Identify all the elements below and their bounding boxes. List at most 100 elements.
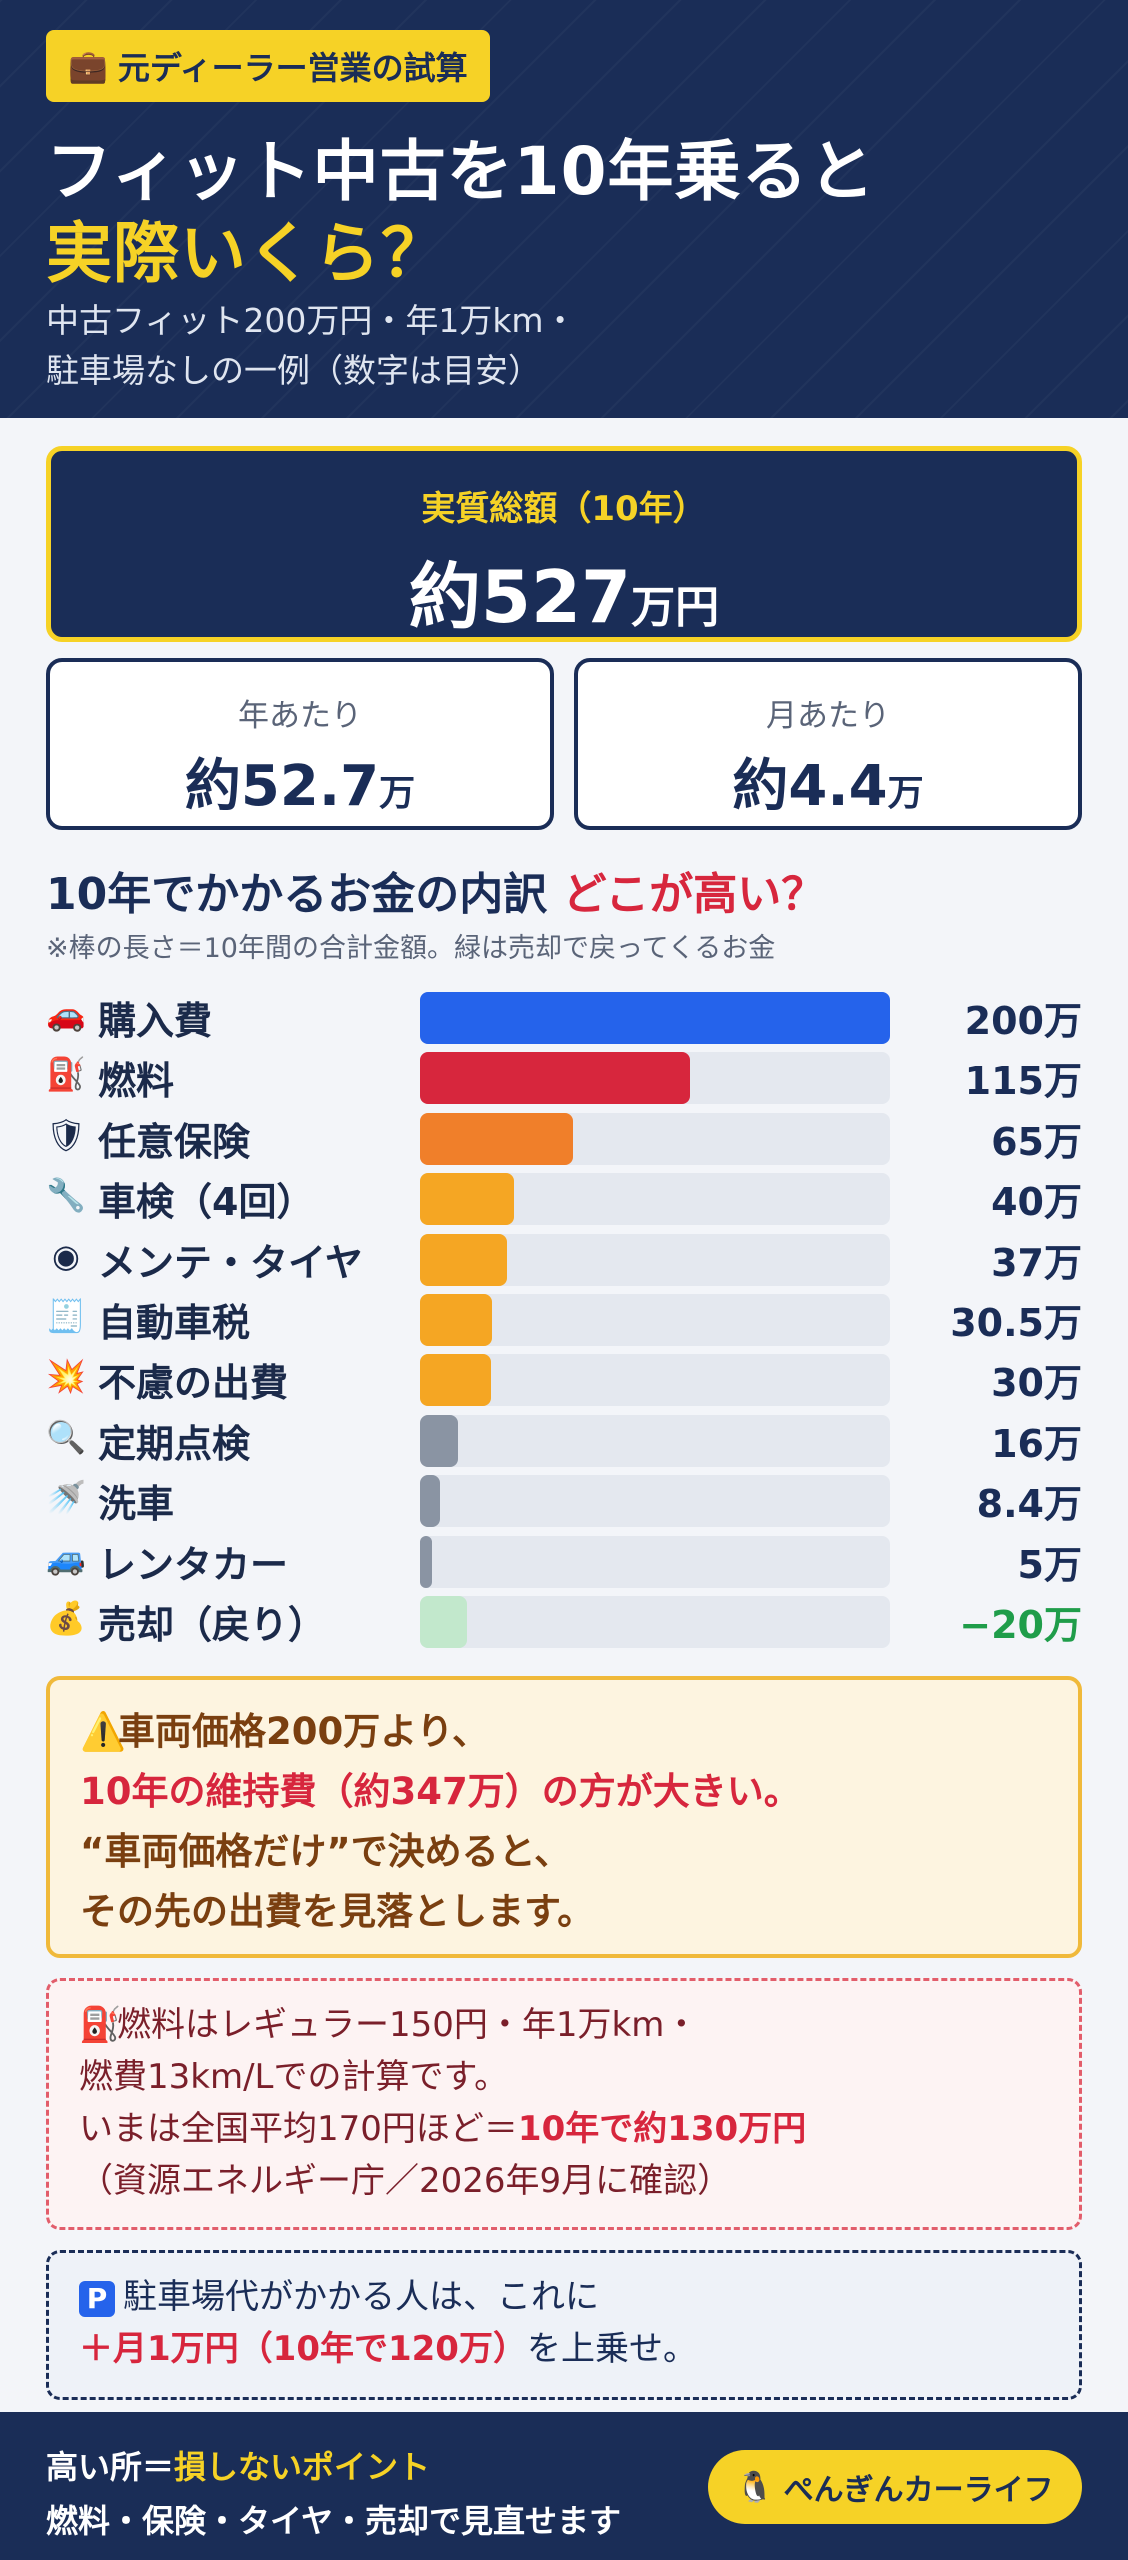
penguin-icon: 🐧 bbox=[736, 2469, 774, 2505]
breakdown-title: 10年でかかるお金の内訳 どこが高い？ bbox=[46, 858, 825, 922]
bar-row: ◉ メンテ・タイヤ 37万 bbox=[0, 1226, 1128, 1286]
bar-label: 売却（戻り） bbox=[98, 1603, 327, 1647]
wrench-icon: 🔧 bbox=[46, 1176, 86, 1215]
total-unit: 万円 bbox=[631, 582, 720, 633]
fuel-line1-text: 燃料はレギュラー150円・年1万km・ bbox=[117, 2005, 699, 2045]
bar-value-label: 30.5万 bbox=[950, 1301, 1082, 1345]
bar-label: 洗車 bbox=[98, 1482, 175, 1527]
bar bbox=[420, 1294, 492, 1346]
warning-icon: ⚠️ bbox=[80, 1710, 127, 1753]
fuel-line3: いまは全国平均170円ほど＝10年で約130万円 bbox=[79, 2103, 1049, 2155]
bar-label: 車検（4回） bbox=[98, 1180, 315, 1225]
fuel-line1: ⛽燃料はレギュラー150円・年1万km・ bbox=[79, 1999, 1049, 2051]
bar-track bbox=[420, 1535, 890, 1588]
bar-value-label: 200万 bbox=[964, 999, 1082, 1043]
bar-track bbox=[420, 1475, 890, 1528]
bar bbox=[420, 1596, 467, 1648]
total-prefix: 約 bbox=[408, 555, 481, 639]
parking-line2-highlight: ＋月1万円（10年で120万） bbox=[79, 2329, 527, 2369]
per-month-prefix: 約 bbox=[732, 754, 789, 819]
breakdown-title-main: 10年でかかるお金の内訳 bbox=[46, 869, 548, 920]
fuel-line4: （資源エネルギー庁／2026年9月に確認） bbox=[79, 2161, 732, 2201]
bar-row: 🚿 洗車 8.4万 bbox=[0, 1467, 1128, 1528]
bar-row: 🧾 自動車税 30.5万 bbox=[0, 1286, 1128, 1346]
bar-row: 💰 売却（戻り） −20万 bbox=[0, 1588, 1128, 1648]
tire-icon: ◉ bbox=[52, 1236, 80, 1275]
warning-line4: その先の出費を見落とします。 bbox=[80, 1890, 595, 1933]
parking-note-box: P 駐車場代がかかる人は、これに ＋月1万円（10年で120万）を上乗せ。 bbox=[46, 2250, 1082, 2400]
bar-value-label: 115万 bbox=[964, 1059, 1082, 1104]
total-number: 527 bbox=[480, 555, 632, 639]
bar bbox=[420, 1354, 491, 1407]
bar-value-label: 37万 bbox=[991, 1240, 1082, 1285]
bar-label: 購入費 bbox=[98, 999, 213, 1043]
shower-icon: 🚿 bbox=[46, 1478, 86, 1517]
magnifier-icon: 🔍 bbox=[46, 1417, 86, 1456]
per-year-number: 52.7 bbox=[240, 754, 380, 819]
bar-value-label: 16万 bbox=[991, 1421, 1082, 1466]
bar-row: 🚙 レンタカー 5万 bbox=[0, 1528, 1128, 1588]
bar-label: 任意保険 bbox=[98, 1119, 251, 1164]
bar-label: 不慮の出費 bbox=[98, 1361, 289, 1406]
warning-line2: 10年の維持費（約347万）の方が大きい。 bbox=[80, 1770, 801, 1813]
bar-label: メンテ・タイヤ bbox=[98, 1240, 363, 1285]
brand-badge: 🐧 ぺんぎんカーライフ bbox=[708, 2450, 1082, 2524]
fuel-note-box: ⛽燃料はレギュラー150円・年1万km・ 燃費13km/Lでの計算です。 いまは… bbox=[46, 1978, 1082, 2230]
bar-value-label: 65万 bbox=[991, 1119, 1082, 1164]
fuel-pump-icon: ⛽ bbox=[46, 1055, 86, 1094]
source-tag-label: 元ディーラー営業の試算 bbox=[117, 49, 468, 87]
bar-label: 自動車税 bbox=[98, 1301, 251, 1345]
cost-breakdown-chart: 🚗 購入費 200万 ⛽ 燃料 115万 🛡 任意保険 65万 🔧 車検（4回） 40万 ◉ メンテ・タイ… bbox=[0, 984, 1128, 1648]
parking-line1-text: 駐車場代がかかる人は、これに bbox=[123, 2277, 599, 2317]
briefcase-icon: 💼 bbox=[68, 47, 108, 85]
parking-icon: P bbox=[79, 2280, 115, 2317]
money-bag-icon: 💰 bbox=[46, 1599, 86, 1637]
bar-row: 💥 不慮の出費 30万 bbox=[0, 1346, 1128, 1407]
breakdown-note: ※棒の長さ＝10年間の合計金額。緑は売却で戻ってくるお金 bbox=[46, 933, 776, 964]
bar-row: ⛽ 燃料 115万 bbox=[0, 1044, 1128, 1105]
header: 💼 元ディーラー営業の試算 フィット中古を10年乗ると 実際いくら？ 中古フィッ… bbox=[0, 0, 1128, 418]
bar bbox=[420, 1535, 432, 1588]
per-month-box: 月あたり 約4.4万 bbox=[574, 658, 1082, 830]
bar-row: 🔧 車検（4回） 40万 bbox=[0, 1165, 1128, 1226]
bar bbox=[420, 1052, 691, 1105]
bar-row: 🔍 定期点検 16万 bbox=[0, 1407, 1128, 1467]
bar-track bbox=[420, 1414, 890, 1467]
parking-line2-text: を上乗せ。 bbox=[526, 2329, 697, 2369]
per-month-number: 4.4 bbox=[788, 754, 888, 819]
breakdown-title-highlight: どこが高い？ bbox=[562, 869, 826, 920]
fuel-pump-icon: ⛽ bbox=[79, 2005, 122, 2045]
warning-line3: “車両価格だけ”で決めると、 bbox=[80, 1830, 572, 1873]
rental-car-icon: 🚙 bbox=[46, 1538, 86, 1577]
bar-track bbox=[420, 1294, 890, 1346]
shield-icon: 🛡 bbox=[45, 1115, 87, 1154]
bar-label: 定期点検 bbox=[98, 1421, 251, 1466]
per-month-label: 月あたり bbox=[766, 698, 890, 734]
receipt-icon: 🧾 bbox=[46, 1297, 86, 1335]
footer-line1-text: 高い所＝ bbox=[46, 2448, 175, 2486]
page-title-line1: フィット中古を10年乗ると bbox=[46, 133, 876, 210]
page-title-line2: 実際いくら？ bbox=[46, 215, 448, 292]
footer-line2: 燃料・保険・タイヤ・売却で見直せます bbox=[46, 2502, 622, 2540]
bar-track bbox=[420, 1596, 890, 1648]
bar bbox=[420, 992, 890, 1044]
bar-value-label: 30万 bbox=[991, 1361, 1082, 1406]
per-year-prefix: 約 bbox=[184, 754, 241, 819]
bar-value-label: 40万 bbox=[991, 1180, 1082, 1225]
bar-value-label: −20万 bbox=[959, 1603, 1082, 1647]
per-year-box: 年あたり 約52.7万 bbox=[46, 658, 554, 830]
bar bbox=[420, 1414, 458, 1467]
bar-row: 🛡 任意保険 65万 bbox=[0, 1105, 1128, 1165]
bar bbox=[420, 1112, 573, 1165]
bar-label: レンタカー bbox=[98, 1542, 289, 1587]
fuel-line3-text: いまは全国平均170円ほど＝ bbox=[79, 2109, 518, 2149]
source-tag: 💼 元ディーラー営業の試算 bbox=[46, 30, 490, 102]
footer-line1: 高い所＝損しないポイント bbox=[46, 2442, 430, 2488]
total-cost-value: 約527万円 bbox=[51, 538, 1077, 643]
bar bbox=[420, 1173, 514, 1226]
bar-track bbox=[420, 1354, 890, 1407]
explosion-icon: 💥 bbox=[46, 1357, 86, 1396]
bar-value-label: 5万 bbox=[1017, 1542, 1082, 1587]
fuel-line2: 燃費13km/Lでの計算です。 bbox=[79, 2057, 509, 2097]
warning-box: ⚠️車両価格200万より、 10年の維持費（約347万）の方が大きい。 “車両価… bbox=[46, 1676, 1082, 1958]
